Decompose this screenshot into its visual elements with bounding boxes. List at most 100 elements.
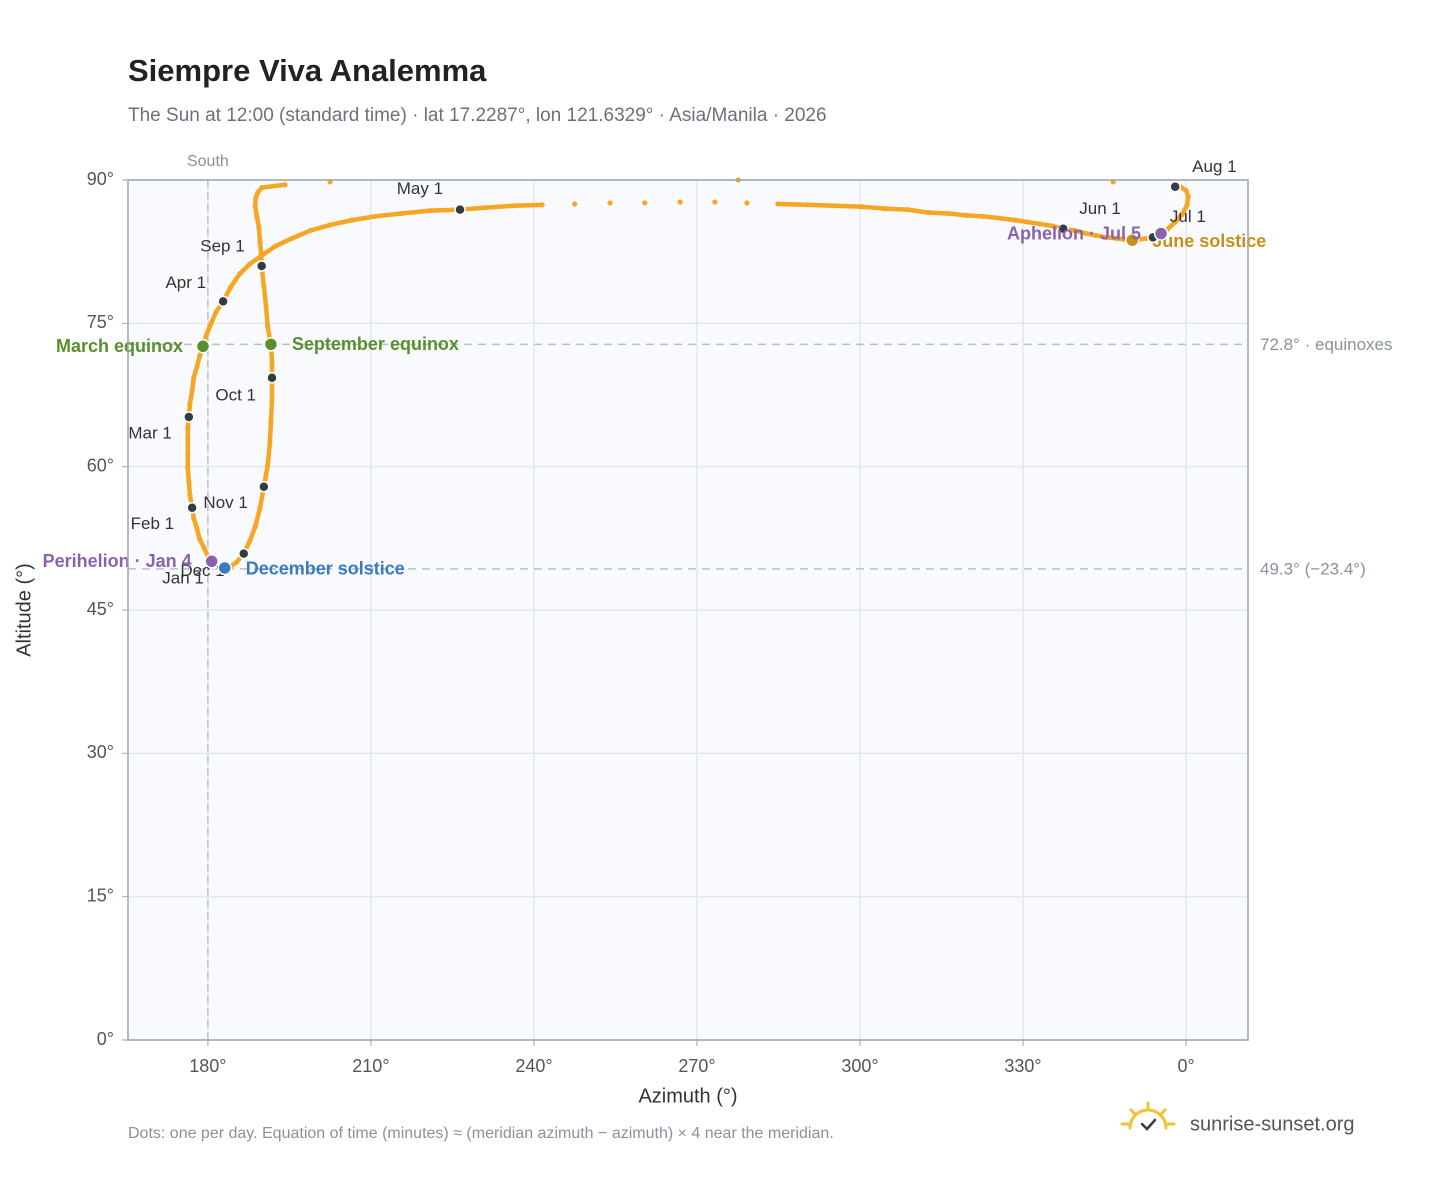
day-dot bbox=[259, 185, 265, 191]
day-dot bbox=[194, 526, 200, 532]
day-dot bbox=[237, 271, 243, 277]
day-dot bbox=[257, 239, 263, 245]
event-marker bbox=[1153, 226, 1169, 241]
day-dot bbox=[252, 524, 258, 530]
analemma-segment bbox=[509, 202, 545, 209]
event-label: December solstice bbox=[246, 559, 405, 579]
analemma-segment bbox=[228, 271, 243, 290]
day-dot bbox=[208, 320, 214, 326]
day-dot bbox=[1172, 219, 1178, 225]
event-marker bbox=[1125, 232, 1140, 248]
day-dot bbox=[327, 222, 333, 228]
reference-lines: South 72.8° · equinoxes 49.3° (−23.4°) bbox=[128, 153, 1393, 1040]
day-dot bbox=[186, 479, 192, 485]
day-dot bbox=[197, 536, 203, 542]
day-dot bbox=[1012, 217, 1018, 223]
day-dot bbox=[282, 182, 288, 188]
day-dot bbox=[1103, 234, 1109, 240]
analemma-segment bbox=[307, 222, 333, 233]
chart-subtitle: The Sun at 12:00 (standard time) · lat 1… bbox=[128, 105, 827, 126]
analemma-segment bbox=[805, 202, 838, 209]
analemma-segment bbox=[267, 419, 274, 446]
analemma-segment bbox=[259, 243, 279, 258]
day-dot bbox=[607, 200, 613, 206]
analemma-segment bbox=[482, 203, 515, 210]
day-dot bbox=[253, 195, 259, 201]
x-tick-label: 240° bbox=[515, 1056, 552, 1076]
day-dot bbox=[185, 437, 191, 443]
day-dot bbox=[1179, 211, 1185, 217]
y-tick-label: 60° bbox=[87, 455, 114, 475]
chart-title: Siempre Viva Analemma bbox=[128, 53, 487, 88]
month-label: Apr 1 bbox=[165, 273, 206, 292]
x-tick-label: 180° bbox=[189, 1056, 226, 1076]
day-dot bbox=[1184, 202, 1190, 208]
day-dot bbox=[399, 210, 405, 217]
day-dot bbox=[197, 353, 203, 359]
y-tick-label: 75° bbox=[87, 312, 114, 332]
day-dot bbox=[187, 401, 193, 407]
day-dot bbox=[1185, 193, 1191, 199]
day-dot bbox=[258, 250, 264, 257]
day-dot bbox=[744, 200, 750, 206]
event-label: Aphelion · Jul 5 bbox=[1007, 223, 1141, 243]
month-marker bbox=[255, 260, 268, 272]
analemma-segment bbox=[268, 397, 275, 425]
analemma-segment bbox=[859, 204, 888, 211]
y-tick-label: 0° bbox=[97, 1029, 114, 1049]
footnote: Dots: one per day. Equation of time (min… bbox=[128, 1125, 834, 1142]
day-dot bbox=[904, 207, 910, 213]
day-dot bbox=[234, 559, 240, 565]
analemma-segment bbox=[265, 441, 273, 468]
x-tick-label: 330° bbox=[1004, 1056, 1041, 1076]
day-dot bbox=[185, 451, 191, 457]
month-marker bbox=[183, 411, 195, 423]
day-dot bbox=[268, 419, 274, 425]
day-dot bbox=[1093, 232, 1099, 239]
month-marker bbox=[258, 480, 270, 493]
analemma-segment bbox=[273, 236, 295, 249]
analemma-segment bbox=[399, 208, 433, 216]
x-tick-label: 270° bbox=[678, 1056, 715, 1076]
month-label: Jul 1 bbox=[1170, 207, 1206, 226]
day-dot bbox=[1183, 187, 1189, 194]
month-label: Feb 1 bbox=[131, 514, 174, 533]
x-tick-label: 210° bbox=[352, 1056, 389, 1076]
reference-label: 49.3° (−23.4°) bbox=[1260, 559, 1366, 578]
day-dot bbox=[263, 303, 269, 309]
brand: sunrise-sunset.org bbox=[1190, 1113, 1355, 1135]
day-dot bbox=[204, 331, 210, 337]
day-dot bbox=[257, 505, 263, 511]
day-dot bbox=[980, 213, 986, 219]
analemma-segment bbox=[832, 203, 865, 210]
day-dot bbox=[254, 213, 260, 219]
month-label: Oct 1 bbox=[215, 385, 256, 404]
day-dot bbox=[509, 203, 515, 209]
analemma-segment bbox=[349, 214, 379, 223]
month-label: Mar 1 bbox=[128, 423, 171, 442]
analemma-segment bbox=[882, 206, 910, 212]
day-dot bbox=[642, 200, 648, 206]
meridian-label: South bbox=[187, 153, 229, 170]
analemma-segment bbox=[905, 207, 931, 215]
month-marker bbox=[266, 372, 278, 384]
axes: 180° 210° 240° 270° 300° 330° 0° 0° 15° 30° 45° 60°… bbox=[87, 169, 1195, 1076]
day-dot bbox=[213, 309, 219, 315]
day-dot bbox=[1049, 223, 1055, 229]
day-dot bbox=[269, 358, 275, 365]
month-label: May 1 bbox=[397, 179, 443, 198]
month-label: Aug 1 bbox=[1192, 157, 1236, 176]
x-axis-label: Azimuth (°) bbox=[638, 1085, 737, 1107]
analemma-segment bbox=[963, 213, 986, 219]
day-dot bbox=[925, 209, 931, 216]
day-dot bbox=[945, 210, 951, 217]
event-marker bbox=[217, 560, 232, 576]
day-dot bbox=[775, 201, 781, 207]
day-dot bbox=[677, 199, 683, 205]
day-dot bbox=[963, 212, 969, 218]
day-dot bbox=[1025, 219, 1031, 225]
month-marker bbox=[217, 295, 229, 308]
event-marker bbox=[195, 339, 211, 354]
day-dot bbox=[539, 202, 545, 208]
day-dot bbox=[191, 515, 197, 521]
